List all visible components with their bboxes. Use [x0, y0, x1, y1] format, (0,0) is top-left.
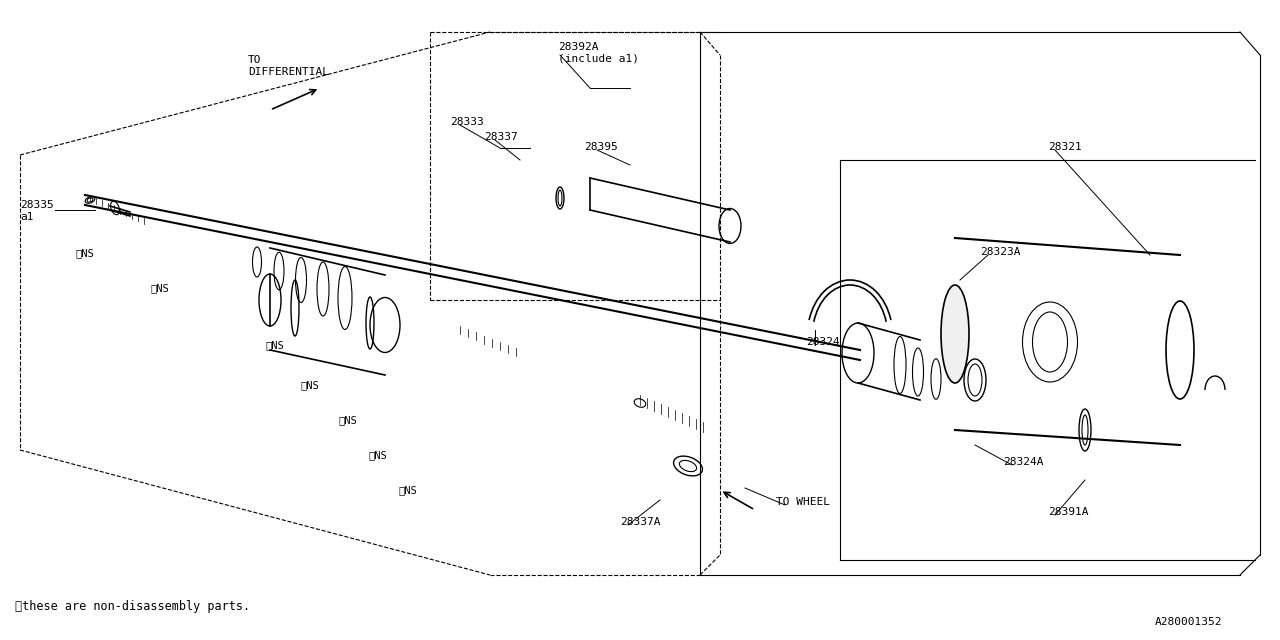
Text: 28323A: 28323A [980, 247, 1020, 257]
Text: ※NS: ※NS [398, 485, 417, 495]
Text: 28395: 28395 [584, 142, 618, 152]
Text: TO
DIFFERENTIAL: TO DIFFERENTIAL [248, 55, 329, 77]
Text: 28391A: 28391A [1048, 507, 1088, 517]
Text: ※NS: ※NS [265, 340, 284, 350]
Text: A280001352: A280001352 [1155, 617, 1222, 627]
Text: 28321: 28321 [1048, 142, 1082, 152]
Text: ※NS: ※NS [369, 450, 387, 460]
Text: 28324A: 28324A [1004, 457, 1043, 467]
Ellipse shape [941, 285, 969, 383]
Text: 28324: 28324 [806, 337, 840, 347]
Text: 28333: 28333 [451, 117, 484, 127]
Text: ※these are non-disassembly parts.: ※these are non-disassembly parts. [15, 600, 250, 613]
Text: 28337: 28337 [484, 132, 517, 142]
Text: TO WHEEL: TO WHEEL [776, 497, 829, 507]
Text: ※NS: ※NS [300, 380, 319, 390]
Text: 28392A
(include a1): 28392A (include a1) [558, 42, 639, 63]
Text: 28335
a1: 28335 a1 [20, 200, 54, 221]
Text: ※NS: ※NS [76, 248, 93, 258]
Text: 28337A: 28337A [620, 517, 660, 527]
Text: ※NS: ※NS [150, 283, 169, 293]
Text: ※NS: ※NS [338, 415, 357, 425]
